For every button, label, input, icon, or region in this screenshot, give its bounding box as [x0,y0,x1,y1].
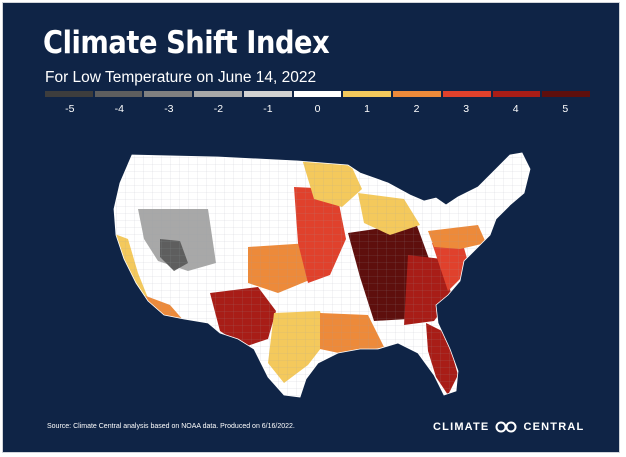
legend-label: 0 [314,103,321,115]
legend-label: -3 [164,103,174,115]
legend-swatch [194,91,242,97]
legend-label: 3 [463,103,470,115]
legend-swatch [542,91,591,97]
climate-central-rings-icon [495,421,517,433]
legend-label: -4 [114,103,124,115]
us-outline [113,152,531,398]
brand-right: CENTRAL [523,421,585,433]
page-subtitle: For Low Temperature on June 14, 2022 [45,69,317,86]
climate-central-logo: CLIMATE CENTRAL [433,421,584,433]
legend-swatch [144,91,193,97]
legend-swatch [393,91,441,97]
legend-label: 1 [364,103,370,115]
legend-label: 2 [413,103,420,115]
legend-label: -2 [213,103,224,115]
climate-shift-card: Climate Shift Index For Low Temperature … [2,2,620,453]
map-regions [114,153,530,397]
page-title: Climate Shift Index [43,25,330,61]
legend-label: -5 [65,103,75,115]
legend-swatch [94,91,143,97]
legend-swatch [343,91,392,97]
legend-label: 5 [562,103,569,115]
legend-label: 4 [512,103,519,115]
county-lines [114,153,530,397]
legend-label: -1 [263,103,273,115]
legend-color-bar [45,91,591,97]
brand-left: CLIMATE [433,421,490,433]
legend-swatch [243,91,292,97]
legend-swatch [492,91,541,97]
legend-swatch [293,91,342,97]
source-note: Source: Climate Central analysis based o… [47,423,295,430]
legend-labels: -5 -4 -3 -2 -1 0 1 2 3 4 5 [45,103,590,115]
color-legend: -5 -4 -3 -2 -1 0 1 2 3 4 5 [45,91,591,115]
us-county-map [113,152,531,398]
legend-swatch [45,91,93,97]
legend-swatch [442,91,491,97]
